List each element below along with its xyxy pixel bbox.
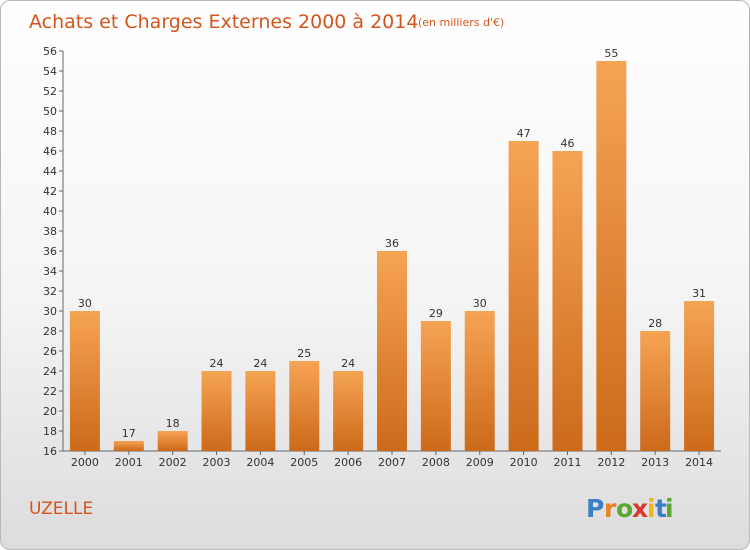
x-tick-label-2005: 2005 [290,456,318,469]
x-tick-label-2008: 2008 [422,456,450,469]
x-tick-label-2004: 2004 [246,456,274,469]
x-tick-label-2001: 2001 [115,456,143,469]
data-label-2011: 46 [560,137,574,150]
bar-2004 [245,371,276,451]
bar-2014 [684,301,715,451]
y-tick-label: 22 [43,385,57,398]
x-tick-label-2002: 2002 [159,456,187,469]
x-tick-label-2011: 2011 [553,456,581,469]
data-label-2010: 47 [517,127,531,140]
y-tick-label: 16 [43,445,57,458]
x-tick-label-2009: 2009 [466,456,494,469]
y-tick-label: 34 [43,265,57,278]
brand-letter: x [632,494,648,523]
y-tick-label: 30 [43,305,57,318]
chart-title: Achats et Charges Externes 2000 à 2014 [29,11,418,33]
y-tick-label: 50 [43,105,57,118]
bar-2009 [464,311,495,451]
brand-letter: o [616,494,633,523]
y-tick-label: 32 [43,285,57,298]
y-tick-label: 44 [43,165,57,178]
y-tick-label: 40 [43,205,57,218]
y-tick-label: 28 [43,325,57,338]
brand-letter: t [655,494,667,523]
bar-2013 [640,331,671,451]
y-tick-label: 56 [43,45,57,58]
data-label-2000: 30 [78,297,92,310]
y-tick-label: 38 [43,225,57,238]
brand-letter: P [586,494,604,523]
x-tick-label-2012: 2012 [597,456,625,469]
data-label-2002: 18 [166,417,180,430]
bar-2006 [333,371,364,451]
data-label-2013: 28 [648,317,662,330]
bar-2002 [157,431,188,451]
data-label-2001: 17 [122,427,136,440]
data-label-2006: 24 [341,357,355,370]
x-tick-label-2013: 2013 [641,456,669,469]
bar-2005 [289,361,320,451]
y-tick-label: 46 [43,145,57,158]
chart-subtitle: (en milliers d'€) [418,16,504,29]
x-tick-label-2003: 2003 [203,456,231,469]
brand-letter: i [647,494,656,523]
bar-2003 [201,371,232,451]
brand-letter: r [604,494,617,523]
data-label-2014: 31 [692,287,706,300]
y-tick-label: 18 [43,425,57,438]
data-label-2009: 30 [473,297,487,310]
y-tick-label: 24 [43,365,57,378]
x-tick-label-2006: 2006 [334,456,362,469]
bar-2011 [552,151,583,451]
x-tick-label-2010: 2010 [510,456,538,469]
x-tick-label-2000: 2000 [71,456,99,469]
x-tick-label-2007: 2007 [378,456,406,469]
bar-2001 [113,441,144,451]
bar-2012 [596,61,627,451]
y-tick-label: 26 [43,345,57,358]
data-label-2003: 24 [210,357,224,370]
data-label-2005: 25 [297,347,311,360]
bar-2010 [508,141,539,451]
data-label-2008: 29 [429,307,443,320]
bar-2000 [69,311,100,451]
y-tick-label: 48 [43,125,57,138]
y-tick-label: 36 [43,245,57,258]
x-tick-label-2014: 2014 [685,456,713,469]
brand-letter: i [665,494,674,523]
commune-name: UZELLE [29,499,93,519]
bar-2007 [377,251,407,451]
bar-2008 [420,321,451,451]
y-tick-label: 20 [43,405,57,418]
data-label-2004: 24 [253,357,267,370]
y-tick-label: 54 [43,65,57,78]
y-tick-label: 52 [43,85,57,98]
bars: 30 2000 17 2001 18 2002 24 2003 24 2004 25 2005 24 20… [69,47,715,469]
data-label-2007: 36 [385,237,399,250]
y-tick-label: 42 [43,185,57,198]
data-label-2012: 55 [604,47,618,60]
axes: 16 18 20 22 24 26 28 30 32 34 36 38 40 42 44 46 48 50 52 54… [43,45,721,458]
